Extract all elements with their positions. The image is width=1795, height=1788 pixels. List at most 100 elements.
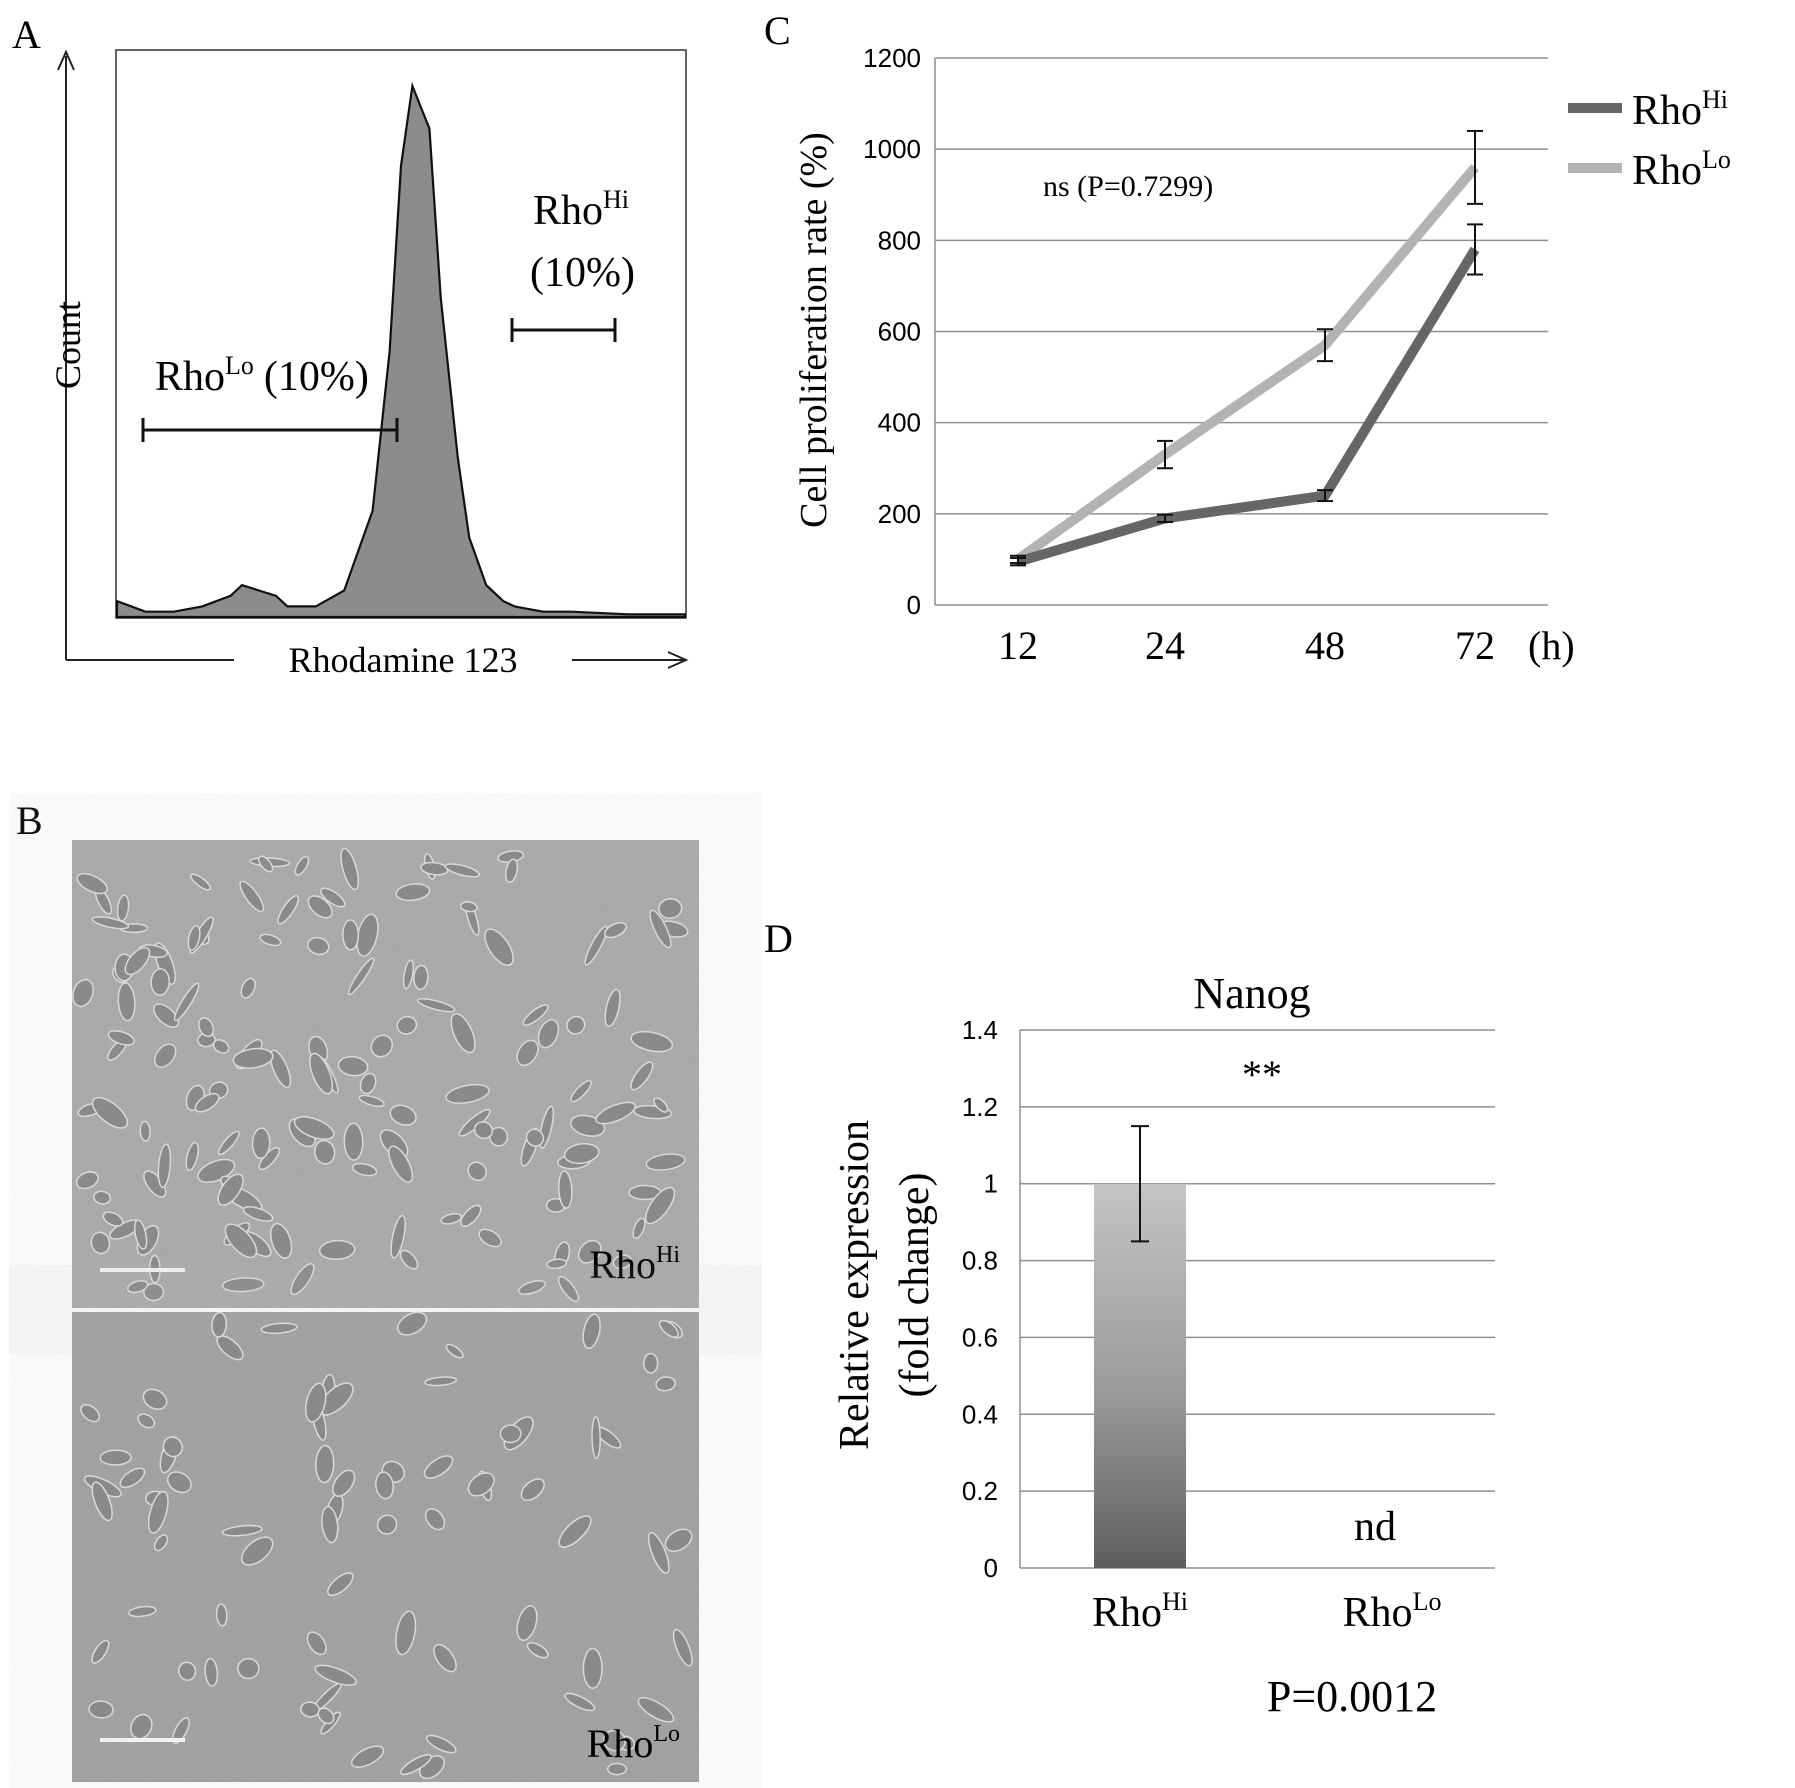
cell	[343, 1122, 364, 1161]
cell	[478, 1228, 502, 1248]
cell	[237, 1657, 260, 1680]
bar-rhohi	[1094, 1183, 1186, 1568]
cell	[604, 921, 627, 939]
cell	[90, 1231, 111, 1255]
cell	[162, 1436, 183, 1458]
cell	[563, 1142, 600, 1165]
cell	[517, 1279, 547, 1295]
cell	[277, 895, 300, 925]
cell	[347, 957, 375, 996]
cell	[91, 1481, 113, 1522]
panel-c-annotation: ns (P=0.7299)	[1043, 170, 1213, 203]
panel-d-title: Nanog	[1193, 969, 1310, 1018]
cell	[221, 1277, 265, 1293]
error-bar	[1157, 439, 1173, 470]
cell	[644, 1186, 676, 1225]
cell	[413, 964, 429, 991]
cell	[124, 946, 151, 976]
cells-bottom	[80, 1311, 693, 1780]
panel-a-y-label: Count	[48, 301, 88, 389]
y-tick-label: 0	[907, 590, 921, 620]
cell	[128, 1605, 157, 1618]
panel-c-x-ticks: 12 24 48 72	[998, 623, 1495, 668]
cell	[93, 1190, 112, 1205]
cell	[91, 916, 130, 930]
series-line-rholo	[1015, 164, 1479, 564]
cell	[516, 1039, 539, 1067]
cell	[612, 1254, 632, 1270]
y-tick-label: 0.8	[962, 1246, 998, 1276]
cell	[467, 1161, 487, 1182]
cell	[313, 1139, 336, 1165]
cell	[88, 1700, 114, 1719]
cell	[198, 1017, 215, 1038]
cell	[80, 1404, 101, 1423]
cell	[269, 1222, 293, 1259]
cell	[604, 988, 621, 1028]
cell	[603, 1729, 626, 1752]
panel-b: B RhoHi RhoLo	[16, 798, 699, 1782]
cell	[314, 1664, 357, 1686]
cell	[260, 1322, 298, 1335]
panel-a-histogram	[115, 81, 687, 619]
cell	[240, 1536, 274, 1566]
cell	[445, 1343, 464, 1359]
y-tick-label: 1	[984, 1169, 998, 1199]
y-tick-label: 1.4	[962, 1015, 998, 1045]
cell	[606, 1762, 628, 1776]
error-bar	[1010, 554, 1026, 565]
y-tick-label: 0.6	[962, 1322, 998, 1352]
cell	[425, 1734, 457, 1754]
cell	[395, 883, 431, 902]
cell	[484, 928, 514, 966]
cell	[257, 855, 274, 873]
cell	[400, 1754, 432, 1776]
cell	[172, 1717, 190, 1744]
cell	[337, 1055, 369, 1077]
panel-a: A Rhodamine 123 Count RhoLo (10%) RhoHi (…	[12, 12, 689, 680]
cell	[630, 1030, 674, 1053]
cell	[224, 1223, 258, 1259]
cell	[632, 1217, 646, 1239]
cell	[290, 1263, 315, 1296]
cell	[157, 1143, 172, 1189]
y-tick-label: 400	[878, 408, 921, 438]
panel-a-letter: A	[12, 12, 41, 57]
panel-d-y-label-line1: Relative expression	[832, 1120, 878, 1450]
cell	[321, 1505, 339, 1544]
panel-c-x-unit: (h)	[1528, 623, 1575, 668]
cell	[630, 1061, 654, 1091]
panel-d-p-value: P=0.0012	[1267, 1672, 1437, 1721]
cell	[358, 1094, 385, 1107]
y-tick-label: 200	[878, 499, 921, 529]
cell	[444, 863, 481, 878]
gate-rho-hi	[510, 318, 617, 342]
cell	[293, 1116, 335, 1140]
cell	[304, 1382, 327, 1423]
cell	[396, 1311, 428, 1336]
cell	[232, 1047, 274, 1069]
panel-d-y-label-line2: (fold change)	[892, 1172, 938, 1397]
panel-c: C 0 200 400 600 800 1000 1200 12 24 48 72 (h) Cel…	[764, 8, 1731, 668]
cell	[570, 1080, 592, 1103]
cell	[166, 1471, 192, 1494]
cell	[577, 1239, 602, 1264]
y-tick-label: 600	[878, 317, 921, 347]
cell	[309, 1052, 334, 1095]
cell	[76, 872, 108, 895]
error-bar	[1157, 513, 1173, 524]
y-tick-label: 0	[984, 1553, 998, 1583]
panel-c-series	[1010, 129, 1483, 567]
error-bar	[1131, 1125, 1149, 1243]
cell	[537, 1019, 560, 1049]
cell	[75, 1171, 99, 1190]
x-tick-label: 72	[1455, 623, 1495, 668]
panel-d-letter: D	[764, 916, 793, 961]
cell	[342, 919, 360, 951]
x-tick-label: 24	[1145, 623, 1185, 668]
panel-a-x-label: Rhodamine 123	[289, 640, 518, 680]
cell	[99, 1449, 132, 1466]
panel-d-y-ticks: 0 0.2 0.4 0.6 0.8 1 1.2 1.4	[962, 1015, 998, 1583]
cell	[116, 894, 130, 922]
y-tick-label: 1200	[863, 43, 921, 73]
